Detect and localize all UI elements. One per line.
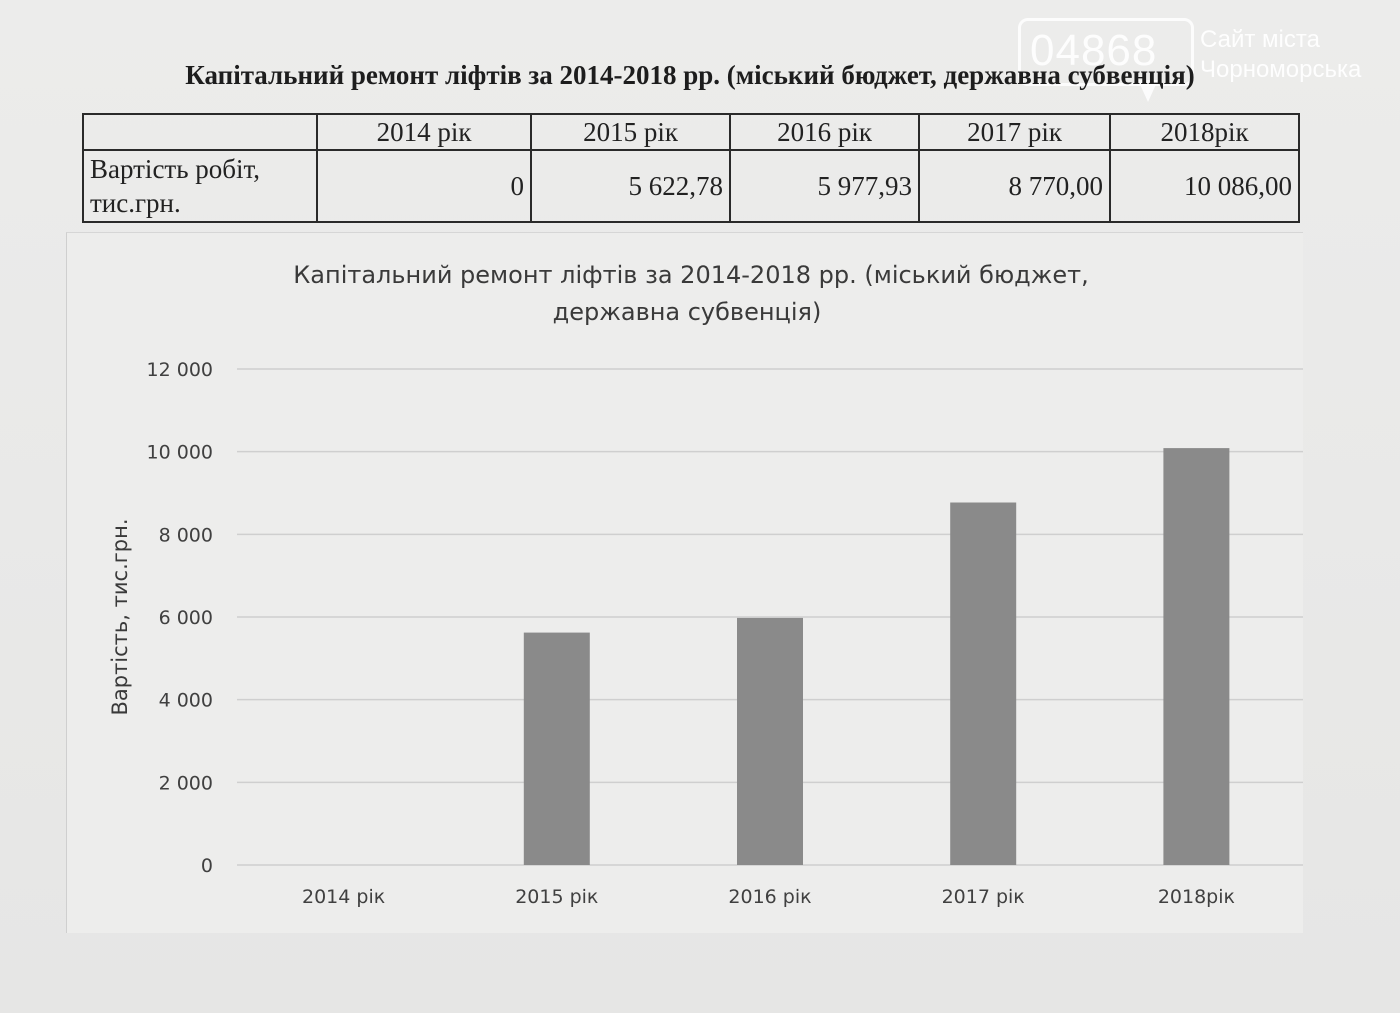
y-tick-label: 0: [201, 855, 213, 877]
site-watermark: 04868 Сайт міста Чорноморська: [1018, 18, 1400, 108]
chart-title-line2: державна субвенція): [553, 298, 822, 326]
y-axis-label: Вартість, тис.грн.: [108, 518, 132, 715]
table-header-cell: 2014 рік: [316, 113, 532, 151]
x-tick-label: 2016 рік: [728, 886, 811, 908]
table-cell: 5 622,78: [530, 149, 731, 223]
table-cell: 5 977,93: [729, 149, 920, 223]
x-tick-label: 2015 рік: [515, 886, 598, 908]
y-tick-label: 4 000: [159, 690, 213, 712]
table-header-cell: 2018рік: [1109, 113, 1300, 151]
watermark-number: 04868: [1030, 26, 1158, 75]
x-tick-label: 2018рік: [1158, 886, 1235, 908]
chart-panel: Капітальний ремонт ліфтів за 2014-2018 р…: [66, 232, 1303, 933]
cost-table: 2014 рік 2015 рік 2016 рік 2017 рік 2018…: [82, 113, 1300, 223]
table-row-label: Вартість робіт, тис.грн.: [82, 149, 318, 223]
chart-title-line1: Капітальний ремонт ліфтів за 2014-2018 р…: [293, 261, 1089, 289]
table-cell: 10 086,00: [1109, 149, 1300, 223]
watermark-logo-tail: [1138, 80, 1158, 102]
table-row: Вартість робіт, тис.грн. 0 5 622,78 5 97…: [82, 149, 1300, 223]
y-tick-label: 10 000: [147, 442, 213, 464]
y-tick-label: 6 000: [159, 607, 213, 629]
x-tick-label: 2014 рік: [302, 886, 385, 908]
table-header-row: 2014 рік 2015 рік 2016 рік 2017 рік 2018…: [82, 113, 1300, 151]
table-header-cell: [82, 113, 318, 151]
watermark-logo-frame: [1018, 18, 1194, 86]
y-tick-label: 12 000: [147, 359, 213, 381]
bars: [523, 448, 1230, 865]
row-label-line1: Вартість робіт,: [90, 154, 261, 184]
table-cell: 8 770,00: [918, 149, 1111, 223]
table-header-cell: 2016 рік: [729, 113, 920, 151]
x-tick-label: 2017 рік: [942, 886, 1025, 908]
document-title: Капітальний ремонт ліфтів за 2014-2018 р…: [185, 60, 1195, 90]
bar-chart: Капітальний ремонт ліфтів за 2014-2018 р…: [108, 261, 1303, 908]
table-header-cell: 2017 рік: [918, 113, 1111, 151]
watermark-text-line2: Чорноморська: [1200, 56, 1362, 83]
watermark-text-line1: Сайт міста: [1200, 26, 1320, 53]
x-tick-labels: 2014 рік 2015 рік 2016 рік 2017 рік 2018рік: [302, 886, 1235, 908]
row-label-line2: тис.грн.: [90, 188, 181, 218]
y-tick-label: 8 000: [159, 524, 213, 546]
table-header-cell: 2015 рік: [530, 113, 731, 151]
y-tick-label: 2 000: [159, 772, 213, 794]
bar: [950, 502, 1017, 865]
table-cell: 0: [316, 149, 532, 223]
bar: [523, 632, 590, 865]
bar: [737, 617, 803, 865]
bar: [1163, 448, 1230, 865]
y-tick-labels: 0 2 000 4 000 6 000 8 000 10 000 12 000: [147, 359, 213, 877]
